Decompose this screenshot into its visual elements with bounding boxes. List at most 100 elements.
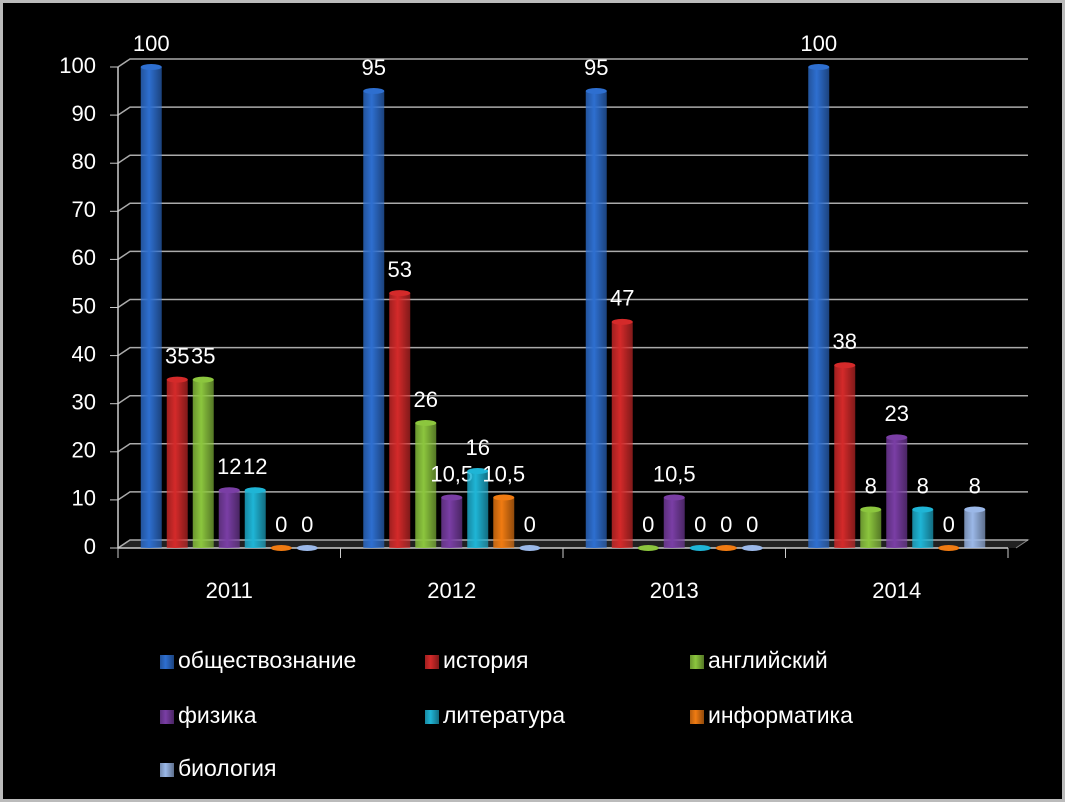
value-label: 0 [943, 512, 955, 537]
bar [192, 379, 214, 548]
bar-cap [363, 88, 385, 95]
y-tick-label: 80 [72, 149, 96, 174]
grid-line [117, 58, 1028, 68]
bar [860, 509, 882, 548]
grid-line [117, 202, 1028, 212]
bar-cap [808, 64, 830, 70]
y-tick-label: 0 [84, 534, 96, 559]
value-label: 12 [243, 454, 267, 479]
legend-label: биология [178, 755, 276, 781]
value-label: 8 [917, 473, 929, 498]
legend-label: физика [178, 702, 257, 728]
grid-line [117, 154, 1028, 164]
bar-cap [689, 545, 711, 551]
bar [493, 497, 515, 548]
y-tick-label: 20 [72, 438, 96, 463]
bar-cap [715, 545, 737, 551]
value-label: 47 [610, 286, 634, 311]
bar-cap [218, 487, 240, 494]
value-label: 26 [414, 387, 438, 412]
legend-swatch [160, 763, 174, 777]
grid-line [117, 106, 1028, 116]
y-tick-label: 100 [59, 53, 96, 78]
bar-cap [441, 494, 463, 501]
bar [964, 509, 986, 548]
value-label: 35 [191, 343, 215, 368]
value-label: 53 [388, 257, 412, 282]
legend-swatch [690, 710, 704, 724]
bar-cap [611, 318, 633, 325]
value-label: 10,5 [482, 461, 525, 486]
value-label: 8 [969, 473, 981, 498]
bar-cap [140, 64, 162, 70]
bar-cap [166, 376, 188, 383]
bar [912, 509, 934, 548]
bar [808, 67, 830, 548]
bar-cap [938, 545, 960, 551]
bar-cap [741, 545, 763, 551]
bar [166, 379, 188, 548]
bar-cap [519, 545, 541, 551]
legend-label: литература [443, 702, 565, 728]
y-tick-label: 10 [72, 486, 96, 511]
bar [611, 321, 633, 548]
value-label: 100 [800, 31, 837, 56]
y-tick-label: 90 [72, 101, 96, 126]
bar-cap [192, 376, 214, 383]
bar-cap [389, 290, 411, 297]
value-label: 0 [720, 512, 732, 537]
bar-cap [886, 434, 908, 441]
bar-cap [964, 506, 986, 513]
value-label: 12 [217, 454, 241, 479]
value-label: 38 [833, 329, 857, 354]
legend-label: обществознание [178, 647, 356, 673]
bar-cap [585, 88, 607, 95]
value-label: 0 [746, 512, 758, 537]
legend-swatch [425, 655, 439, 669]
bar [663, 497, 685, 548]
x-tick-label: 2013 [650, 578, 699, 603]
bar [467, 471, 489, 548]
value-label: 0 [301, 512, 313, 537]
bar-cap [244, 487, 266, 494]
grid-line [117, 394, 1028, 405]
bar [441, 497, 463, 548]
legend-label: история [443, 647, 529, 673]
bar [585, 91, 607, 549]
bar-cap [663, 494, 685, 501]
bar-cap [834, 362, 856, 369]
grid-line [117, 443, 1028, 453]
legend-swatch [160, 710, 174, 724]
bar-cap [467, 468, 489, 475]
bar [244, 490, 266, 548]
bar-cap [493, 494, 515, 501]
bar-cap [637, 545, 659, 551]
y-tick-label: 70 [72, 197, 96, 222]
legend-label: английский [708, 647, 828, 673]
y-tick-label: 30 [72, 390, 96, 415]
y-tick-label: 60 [72, 245, 96, 270]
bar-cap [912, 506, 934, 513]
grid-line [117, 491, 1028, 501]
bar-cap [296, 545, 318, 551]
y-tick-label: 40 [72, 341, 96, 366]
bar [415, 422, 437, 548]
bar-cap [860, 506, 882, 513]
x-tick-label: 2012 [427, 578, 476, 603]
value-label: 95 [584, 55, 608, 80]
bar-cap [270, 545, 292, 551]
grid-line [117, 346, 1028, 357]
value-label: 0 [524, 512, 536, 537]
x-tick-label: 2011 [206, 578, 253, 603]
value-label: 16 [466, 435, 490, 460]
bar [140, 67, 162, 548]
value-label: 0 [275, 512, 287, 537]
bar [363, 91, 385, 549]
bar [834, 365, 856, 548]
value-label: 100 [133, 31, 170, 56]
grid-line [117, 250, 1028, 261]
grid-line [117, 298, 1028, 309]
value-label: 0 [642, 512, 654, 537]
x-tick-label: 2014 [872, 578, 921, 603]
